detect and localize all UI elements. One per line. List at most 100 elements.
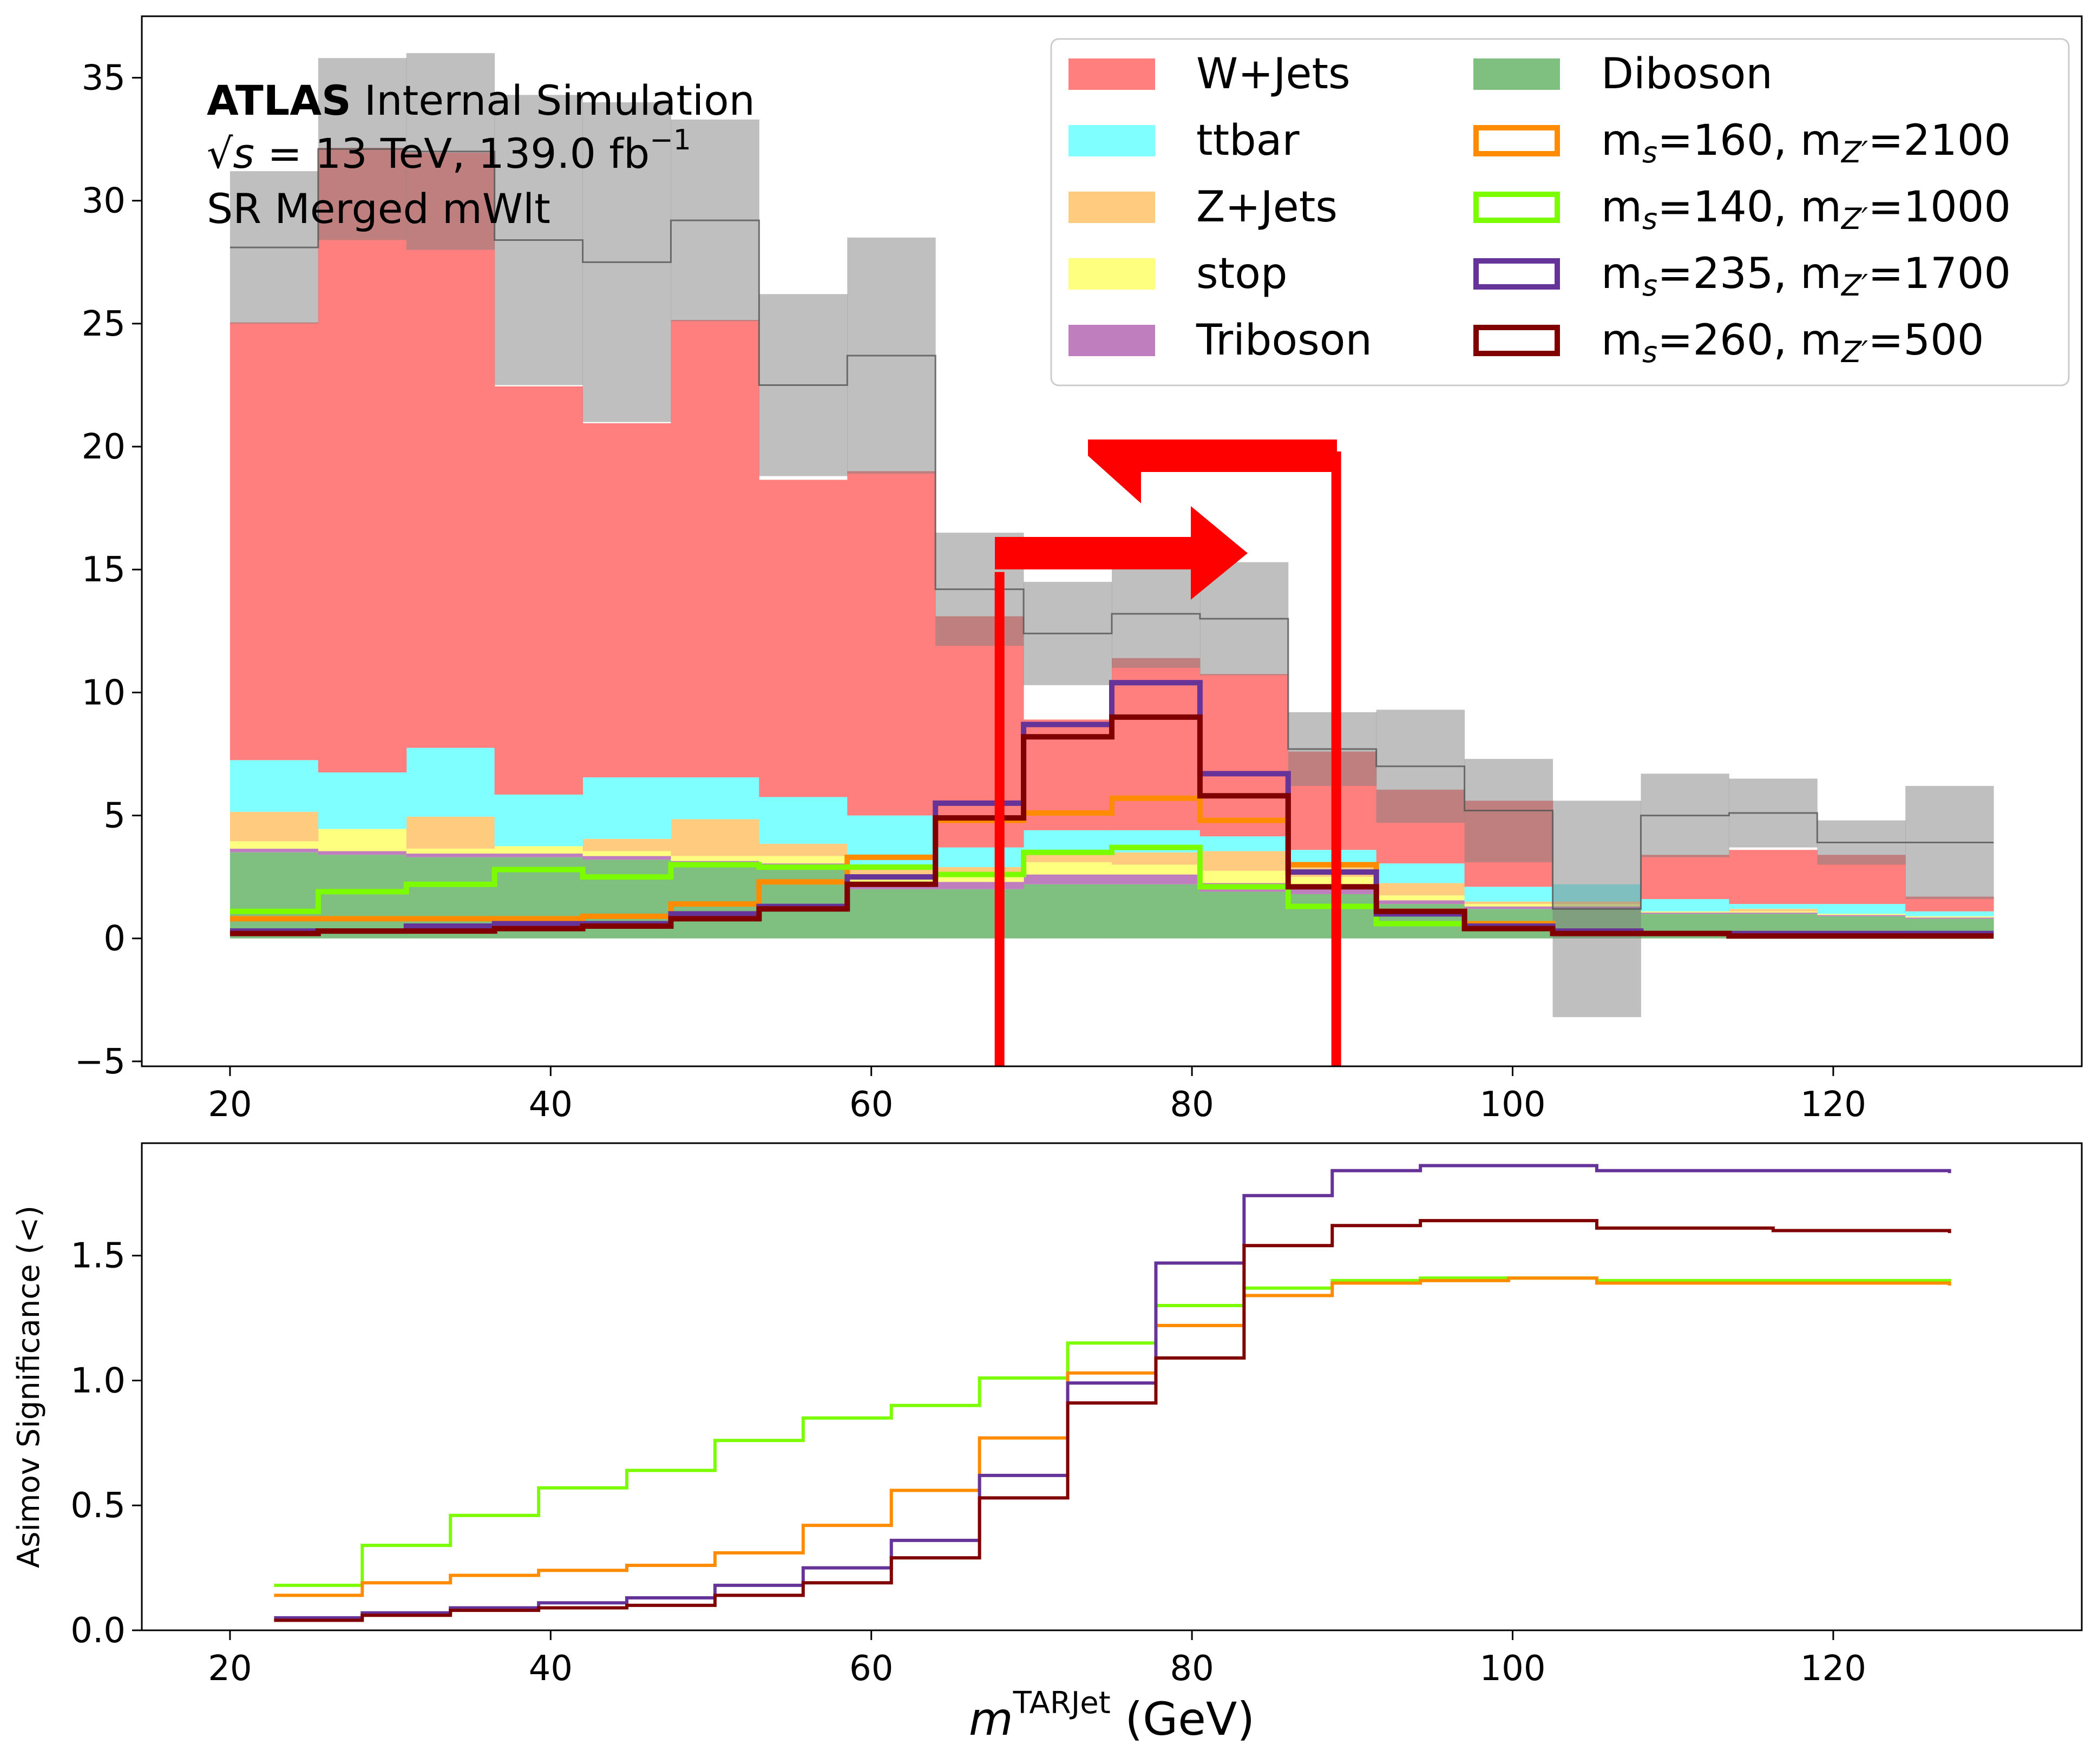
x-tick-label: 120 [1800, 1085, 1866, 1125]
bottom-y-ticks: 0.0 0.5 1.0 1.5 [70, 1236, 142, 1651]
legend: W+Jets ttbar Z+Jets stop Triboson Diboson ms=1… [1050, 38, 2070, 386]
legend-swatch [1068, 125, 1155, 156]
bottom-axes-frame [141, 1142, 2083, 1631]
y-tick-label: 0.0 [70, 1611, 126, 1651]
y-tick-label: 0.5 [70, 1486, 126, 1526]
stack-bar [582, 838, 671, 851]
x-tick-label: 40 [529, 1649, 573, 1689]
x-axis-unit: (GeV) [1111, 1693, 1255, 1746]
legend-label: ttbar [1196, 116, 1300, 165]
stack-bar [1464, 887, 1553, 902]
x-tick-label: 100 [1479, 1085, 1545, 1125]
bottom-significance-panel: 20 40 60 80 100 120 0.0 0.5 1.0 1.5 Asimov Signi… [11, 1142, 2083, 1746]
stack-bar [1641, 855, 1729, 900]
stack-bar [406, 854, 495, 857]
signal-line [230, 714, 1994, 939]
x-axis-label: mTARJet (GeV) [969, 1686, 1255, 1746]
stack-bar [1464, 904, 1553, 907]
sqrt-s: √s [207, 129, 254, 178]
stack-bar [230, 760, 319, 812]
legend-swatch [1473, 325, 1560, 356]
stack-bar [1464, 901, 1553, 904]
stack-bar [318, 772, 407, 829]
stack-bar [759, 843, 848, 856]
legend-label: Z+Jets [1196, 183, 1338, 232]
stack-bar [847, 889, 936, 939]
legend-label: Diboson [1601, 50, 1773, 99]
top-y-ticks: −5 0 5 10 15 20 25 30 35 [75, 58, 142, 1082]
energy-lumi-label: √s = 13 TeV, 139.0 fb−1 [207, 124, 691, 178]
legend-entry: Diboson [1473, 50, 1773, 99]
y-tick-label: 0 [103, 919, 126, 959]
stack-bar [671, 819, 759, 856]
y-tick-label: −5 [75, 1042, 126, 1082]
stack-bar [1817, 915, 1906, 916]
stack-bar [935, 616, 1024, 848]
legend-swatch [1068, 58, 1155, 90]
top-histogram-panel: 20 40 60 80 100 120 −5 0 5 10 15 20 25 30 35 ATLAS In… [75, 15, 2083, 1125]
legend-label: ms=235, mZ′=1700 [1601, 250, 2011, 303]
atlas-experiment: ATLAS [207, 76, 351, 124]
stack-bar [759, 480, 848, 797]
legend-label: ms=140, mZ′=1000 [1601, 183, 2011, 236]
stack-bar [1024, 862, 1112, 875]
stack-bar [1024, 884, 1112, 939]
stack-bar [494, 794, 583, 847]
stack-bar [1199, 851, 1289, 871]
stack-bar [406, 747, 495, 817]
x-tick-label: 120 [1800, 1649, 1866, 1689]
stack-bar [1641, 913, 1729, 914]
x-tick-label: 100 [1479, 1649, 1545, 1689]
stack-bar [1729, 850, 1818, 904]
bottom-plot-area [274, 1164, 1951, 1622]
legend-entry: ttbar [1068, 116, 1300, 165]
legend-label: W+Jets [1196, 50, 1350, 99]
stack-bar [1112, 874, 1201, 884]
stack-bar [582, 851, 671, 856]
legend-entry: ms=260, mZ′=500 [1473, 316, 1984, 369]
top-plot-area [230, 53, 1994, 1066]
legend-label: ms=160, mZ′=2100 [1601, 116, 2011, 169]
y-tick-label: 25 [82, 304, 126, 344]
x-axis-superscript: TARJet [1013, 1686, 1111, 1721]
legend-entry: ms=235, mZ′=1700 [1473, 250, 2011, 303]
stack-bar [1729, 913, 1818, 914]
stack-bar [1199, 674, 1289, 837]
atlas-status: Internal Simulation [364, 76, 755, 124]
stack-bar [406, 848, 495, 854]
stack-bar [847, 471, 936, 816]
right-arrow-icon [995, 506, 1248, 600]
stack-bar [1376, 900, 1465, 904]
stack-bar [1817, 904, 1906, 914]
bottom-y-axis-label: Asimov Significance (<) [11, 1205, 47, 1568]
stack-bar [230, 841, 319, 849]
stack-bar [318, 829, 407, 851]
stack-bar [935, 882, 1024, 889]
stack-bar [1729, 911, 1818, 913]
legend-entry: stop [1068, 250, 1287, 298]
y-tick-label: 20 [82, 427, 126, 467]
stack-bar [759, 856, 848, 864]
legend-swatch [1068, 258, 1155, 290]
stack-bar [1376, 863, 1465, 883]
legend-swatch [1473, 58, 1560, 90]
x-tick-label: 20 [208, 1085, 252, 1125]
stack-bar [935, 847, 1024, 867]
stack-bar [935, 889, 1024, 939]
y-tick-label: 35 [82, 58, 126, 99]
x-tick-label: 60 [849, 1085, 893, 1125]
stack-bar [1112, 852, 1201, 865]
legend-entry: ms=160, mZ′=2100 [1473, 116, 2011, 169]
legend-swatch [1068, 192, 1155, 223]
legend-label: stop [1196, 250, 1287, 298]
stack-bar [582, 777, 671, 839]
legend-label: ms=260, mZ′=500 [1601, 316, 1984, 369]
top-axes-frame [141, 15, 2083, 1067]
y-tick-label: 1.0 [70, 1361, 126, 1401]
significance-line [274, 1219, 1951, 1622]
legend-swatch [1068, 325, 1155, 356]
stack-bar [1376, 883, 1465, 896]
stack-bar [1199, 891, 1289, 939]
energy-lumi-value: = 13 TeV, 139.0 fb [254, 129, 650, 178]
x-tick-label: 40 [529, 1085, 573, 1125]
